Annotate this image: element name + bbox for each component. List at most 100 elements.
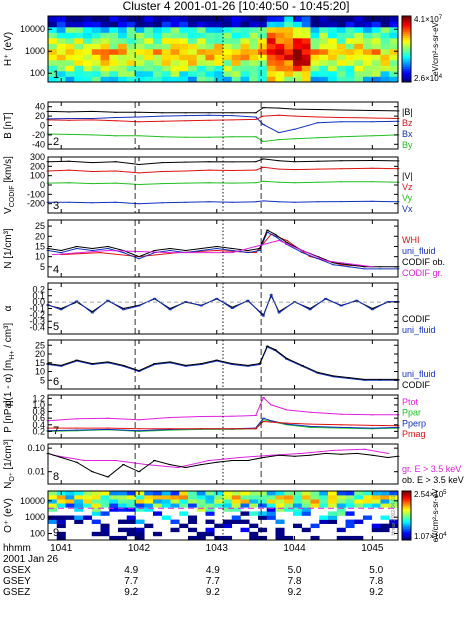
heatmap-cell [153,21,163,28]
series-line-magenta [53,239,373,268]
colorbar-segment [402,528,411,531]
heatmap-cell [363,21,373,28]
heatmap-cell [91,16,101,22]
heatmap-cell [170,71,180,77]
heatmap-cell [205,495,215,500]
heatmap-cell [144,60,154,66]
legend-entry: uni_fluid [402,246,436,256]
heatmap-cell [100,491,110,496]
heatmap-cell [118,71,128,77]
heatmap-cell [240,527,250,533]
heatmap-cell [196,60,206,66]
footer-value: 7.8 [288,576,302,587]
heatmap-cell [161,515,171,520]
heatmap-cell [118,16,128,22]
heatmap-cell [380,38,390,44]
heatmap-cell [91,499,101,504]
heatmap-cell [310,499,320,504]
heatmap-cell [328,65,338,72]
panel-number: 4 [53,264,59,276]
heatmap-cell [284,54,294,61]
heatmap-cell [196,535,206,541]
heatmap-cell [363,27,373,33]
panel-number: 8 [53,471,59,483]
heatmap-cell [126,515,136,520]
heatmap-cell [196,499,206,504]
colorbar-segment [402,494,411,497]
colorbar-segment [402,497,411,500]
heatmap-cell [196,32,206,39]
colorbar-segment [402,536,411,539]
heatmap-cell [100,16,110,22]
heatmap-cell [301,60,311,66]
heatmap-cell [328,515,338,520]
heatmap-cell [258,32,268,39]
heatmap-cell [91,49,101,55]
heatmap-cell [188,491,198,496]
heatmap-cell [65,491,75,496]
heatmap-cell [56,499,66,504]
heatmap-cell [214,27,224,33]
heatmap-cell [83,76,93,83]
colorbar-segment [402,16,411,19]
heatmap-cell [100,38,110,44]
heatmap-cell [345,32,355,39]
heatmap-cell [126,54,136,61]
heatmap-cell [328,511,338,516]
heatmap-cell [135,38,145,44]
heatmap-cell [214,503,224,508]
heatmap-cell [240,76,250,83]
heatmap-cell [196,531,206,537]
heatmap-cell [170,527,180,533]
x-tick-label: 1043 [206,543,229,554]
y-tick-label: 5 [40,262,45,272]
heatmap-cell [161,49,171,55]
colorbar-segment [402,55,411,59]
heatmap-cell [310,32,320,39]
heatmap-cell [371,491,381,496]
heatmap-cell [135,60,145,66]
heatmap-cell [380,43,390,50]
heatmap-cell [380,495,390,500]
heatmap-cell [319,515,329,520]
heatmap-cell [371,21,381,28]
y-tick-label: 200 [30,161,45,171]
y-tick-label: 0.1 [32,291,45,301]
series-line-magenta [53,448,388,469]
heatmap-cell [196,491,206,496]
heatmap-cell [345,503,355,508]
heatmap-cell [301,511,311,516]
heatmap-cell [363,54,373,61]
heatmap-cell [310,16,320,22]
colorbar-segment [402,42,411,45]
heatmap-cell [214,535,224,541]
heatmap-cell [65,43,75,50]
heatmap-cell [223,16,233,22]
heatmap-cell [109,507,119,512]
heatmap-cell [118,499,128,504]
legend-entry: Vy [402,193,413,203]
heatmap-cell [371,27,381,33]
heatmap-cell [74,491,84,496]
colorbar-segment [402,515,411,518]
heatmap-cell [91,531,101,537]
heatmap-cell [56,38,66,44]
colorbar-segment [402,500,411,503]
panel-frame-7 [47,394,399,439]
heatmap-cell [56,495,66,500]
heatmap-cell [240,495,250,500]
heatmap-cell [275,54,285,61]
x-tick-label: 1045 [361,543,384,554]
panel-number: 3 [53,200,59,212]
heatmap-cell [319,503,329,508]
footer-value: 5.0 [369,565,383,576]
heatmap-cell [328,76,338,83]
colorbar-segment [402,502,411,505]
heatmap-cell [135,54,145,61]
heatmap-cell [310,49,320,55]
colorbar-unit: eV/cm²-s-sr-eV [431,21,440,75]
heatmap-cell [328,54,338,61]
heatmap-cell [170,495,180,500]
heatmap-cell [293,16,303,22]
y-tick-label: 300 [30,152,45,162]
